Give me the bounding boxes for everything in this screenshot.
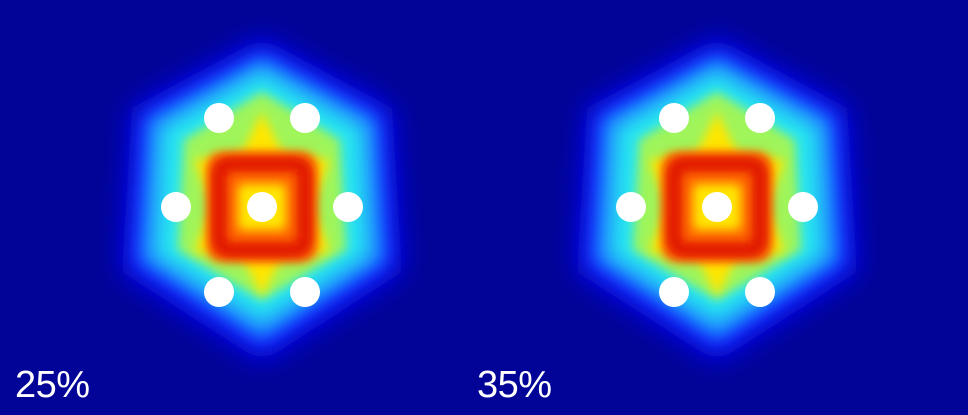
- hole: [204, 103, 234, 133]
- hole: [290, 103, 320, 133]
- hole: [745, 277, 775, 307]
- hole: [659, 277, 689, 307]
- hole: [745, 103, 775, 133]
- panel-label: 35%: [477, 364, 552, 406]
- heatmap-image-1: [122, 38, 402, 362]
- hole: [659, 103, 689, 133]
- panel-label: 25%: [15, 364, 90, 406]
- hole: [702, 192, 732, 222]
- field-red-ring: [666, 156, 768, 258]
- hole: [290, 277, 320, 307]
- heatmap-panel-2: 35%: [477, 0, 968, 415]
- hole: [204, 277, 234, 307]
- hole: [616, 192, 646, 222]
- hole: [161, 192, 191, 222]
- hole: [333, 192, 363, 222]
- heatmap-panel-1: 25%: [15, 38, 402, 406]
- field-red-ring: [211, 156, 313, 258]
- hole: [788, 192, 818, 222]
- heatmap-image-2: [577, 38, 857, 362]
- hole: [247, 192, 277, 222]
